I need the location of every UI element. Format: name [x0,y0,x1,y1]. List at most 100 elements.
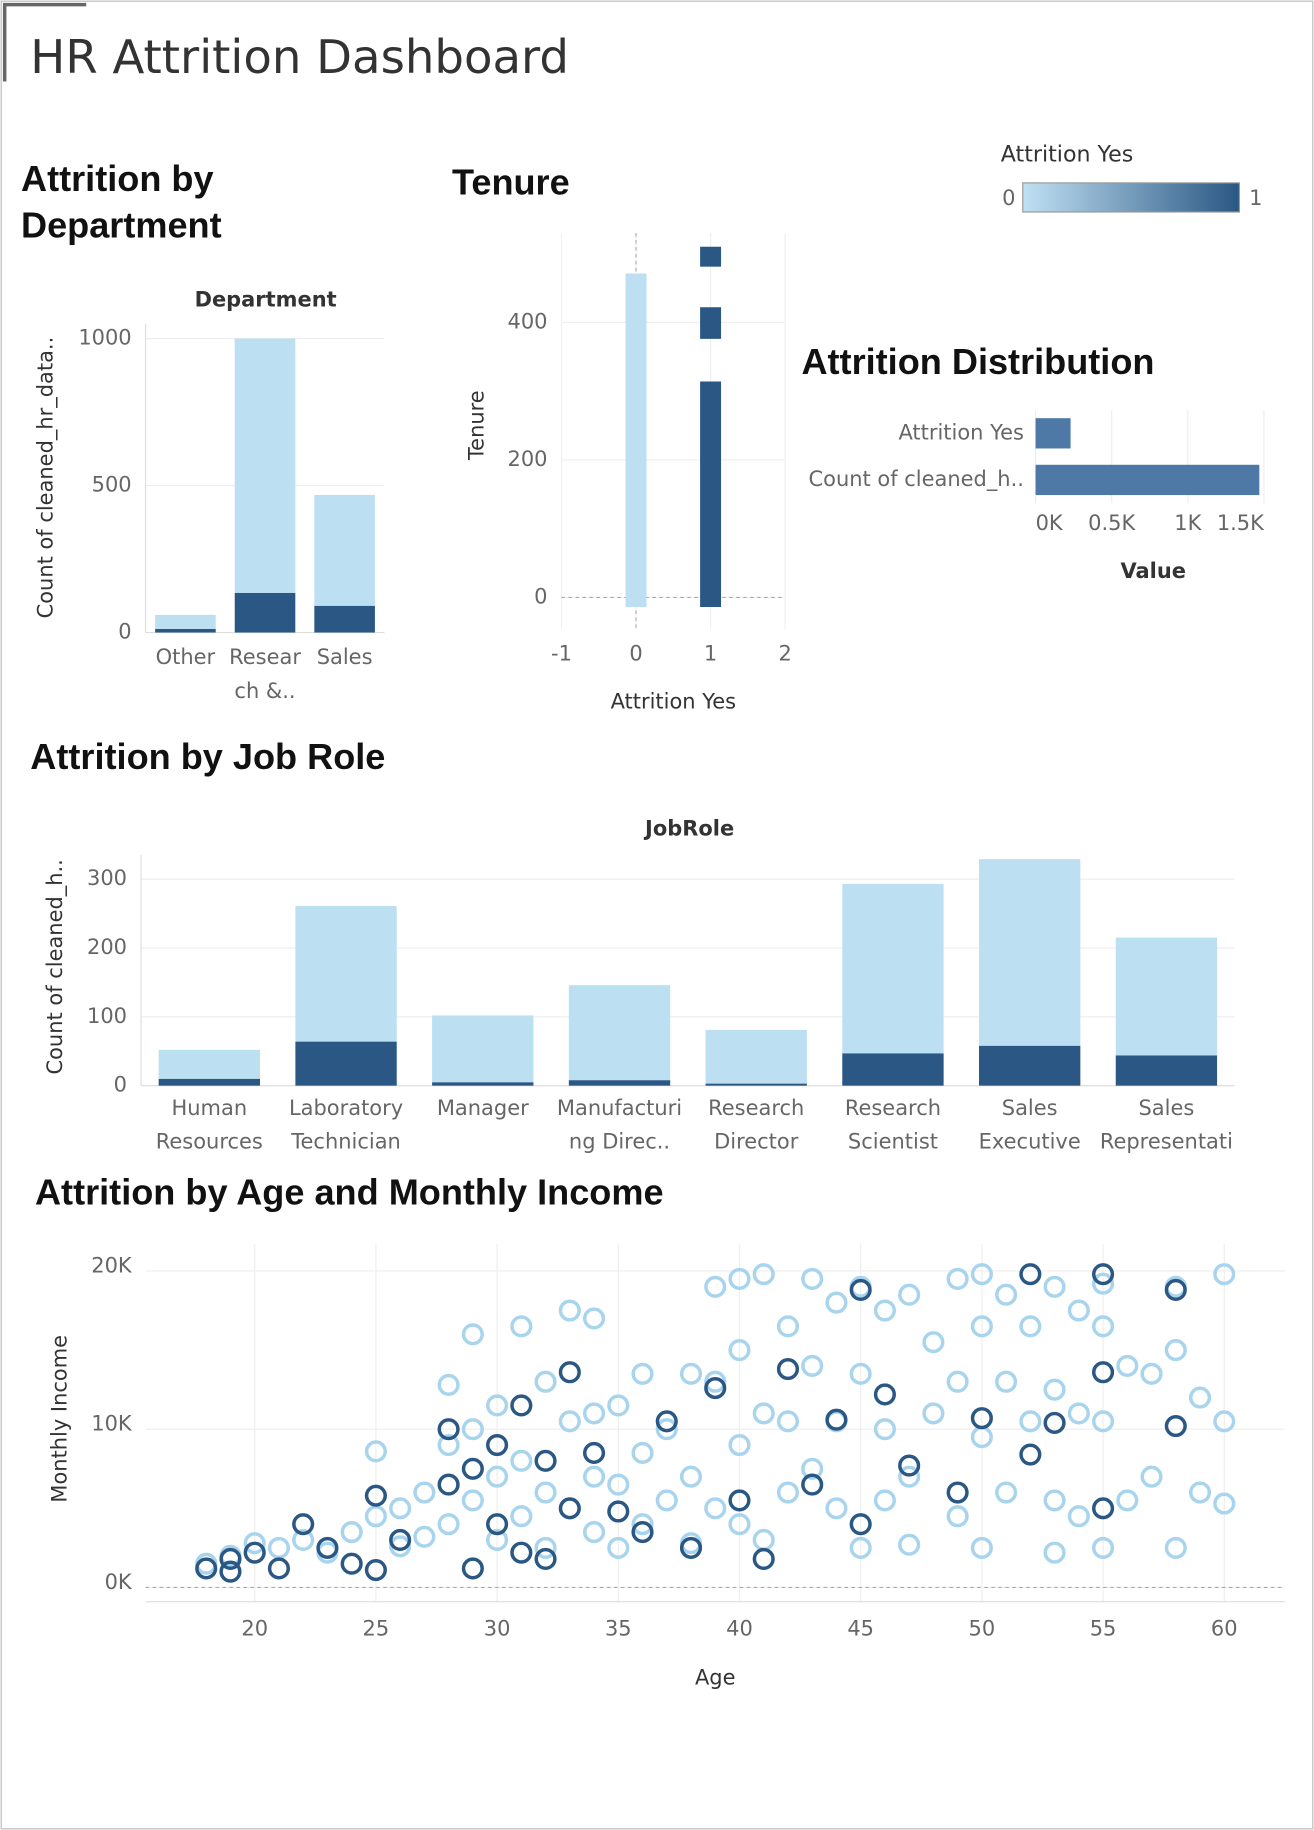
point [655,1410,678,1433]
point [267,1536,291,1559]
point [558,1361,581,1384]
point [292,1513,315,1536]
point [340,1552,363,1575]
point [825,1497,848,1520]
point [607,1473,630,1496]
point [437,1418,460,1441]
y-tick-label: 100 [87,1004,127,1028]
point [486,1528,509,1552]
x-tick-label: Sales Representative [1099,1096,1233,1166]
y-axis-title: Tenure [465,390,489,461]
point [1164,1414,1187,1438]
point [219,1547,242,1571]
point [1092,1263,1115,1286]
point [437,1513,460,1536]
point [1164,1278,1187,1302]
frame-corner [2,2,87,82]
point [243,1532,266,1555]
y-tick-label: 10K [91,1412,133,1436]
y-tick-label: 0 [114,1073,127,1097]
x-tick-label: 30 [484,1617,511,1641]
point [704,1275,727,1298]
x-tick-label-box: Sales Executive [978,1096,1081,1155]
point [898,1283,921,1306]
chart-title: Attrition by Job Role [30,736,386,777]
bar [700,381,722,608]
point [1019,1315,1042,1338]
point [801,1473,824,1496]
point [316,1536,339,1559]
point [1092,1497,1115,1520]
point [437,1373,460,1396]
legend-ramp [1022,182,1241,213]
point [340,1520,363,1544]
x-tick-label: Sales Executive [978,1096,1081,1155]
y-tick-label: 200 [87,935,127,959]
x-tick-label-box: Laboratory Technician [289,1096,403,1154]
x-tick-label-box: Research Director [708,1096,804,1154]
chart-title: Attrition Distribution [801,341,1155,383]
point [1116,1489,1139,1512]
point [510,1449,533,1472]
point [752,1263,775,1286]
point [970,1536,993,1559]
point [389,1535,412,1558]
point [1164,1536,1187,1559]
point [461,1489,484,1512]
chart-title: Attrition by Department [20,158,222,247]
y-tick-label: 20K [91,1253,133,1277]
bar-segment [314,605,375,633]
point [461,1457,484,1480]
point [752,1528,775,1552]
point [1043,1411,1066,1434]
point [776,1481,800,1504]
y-tick-label: 200 [508,447,548,471]
bar-segment [705,1029,807,1084]
point [389,1497,412,1520]
bar-segment [234,338,296,593]
x-tick-label: 0 [629,642,642,666]
point [534,1481,557,1504]
point [776,1358,800,1381]
point [1188,1386,1212,1409]
point [801,1354,824,1377]
point [413,1525,436,1548]
point [679,1362,703,1385]
point [195,1557,218,1580]
bar-segment [295,905,397,1042]
point [582,1520,606,1544]
x-axis-title: Attrition Yes [611,689,736,713]
point [631,1520,654,1544]
point [534,1547,557,1571]
point [1213,1492,1236,1515]
legend-label: 0 [1002,186,1015,210]
point [776,1315,800,1338]
y-tick-label: Attrition Yes [898,420,1023,444]
point [825,1291,848,1314]
bar [700,246,722,267]
x-tick-label-box: Other [156,645,216,669]
point [461,1323,484,1346]
bar-segment [979,1045,1081,1086]
point [437,1433,460,1457]
point [510,1505,533,1528]
point [631,1513,654,1536]
point [898,1465,921,1488]
bar [1035,418,1071,449]
point [946,1370,969,1393]
x-tick-label: Manager [436,1096,529,1121]
point [970,1315,993,1338]
x-tick-label-box: Manager [436,1096,529,1121]
point [292,1528,315,1552]
x-tick-label: 2 [778,642,791,666]
point [849,1513,872,1536]
point [1188,1481,1212,1504]
x-tick-label: 40 [726,1617,753,1641]
point [946,1267,969,1290]
bar-segment [432,1015,534,1083]
x-axis-title: Age [695,1666,736,1690]
y-tick-label: 400 [508,309,548,333]
bar-segment [432,1082,534,1086]
point [970,1407,993,1430]
point [1043,1489,1066,1512]
